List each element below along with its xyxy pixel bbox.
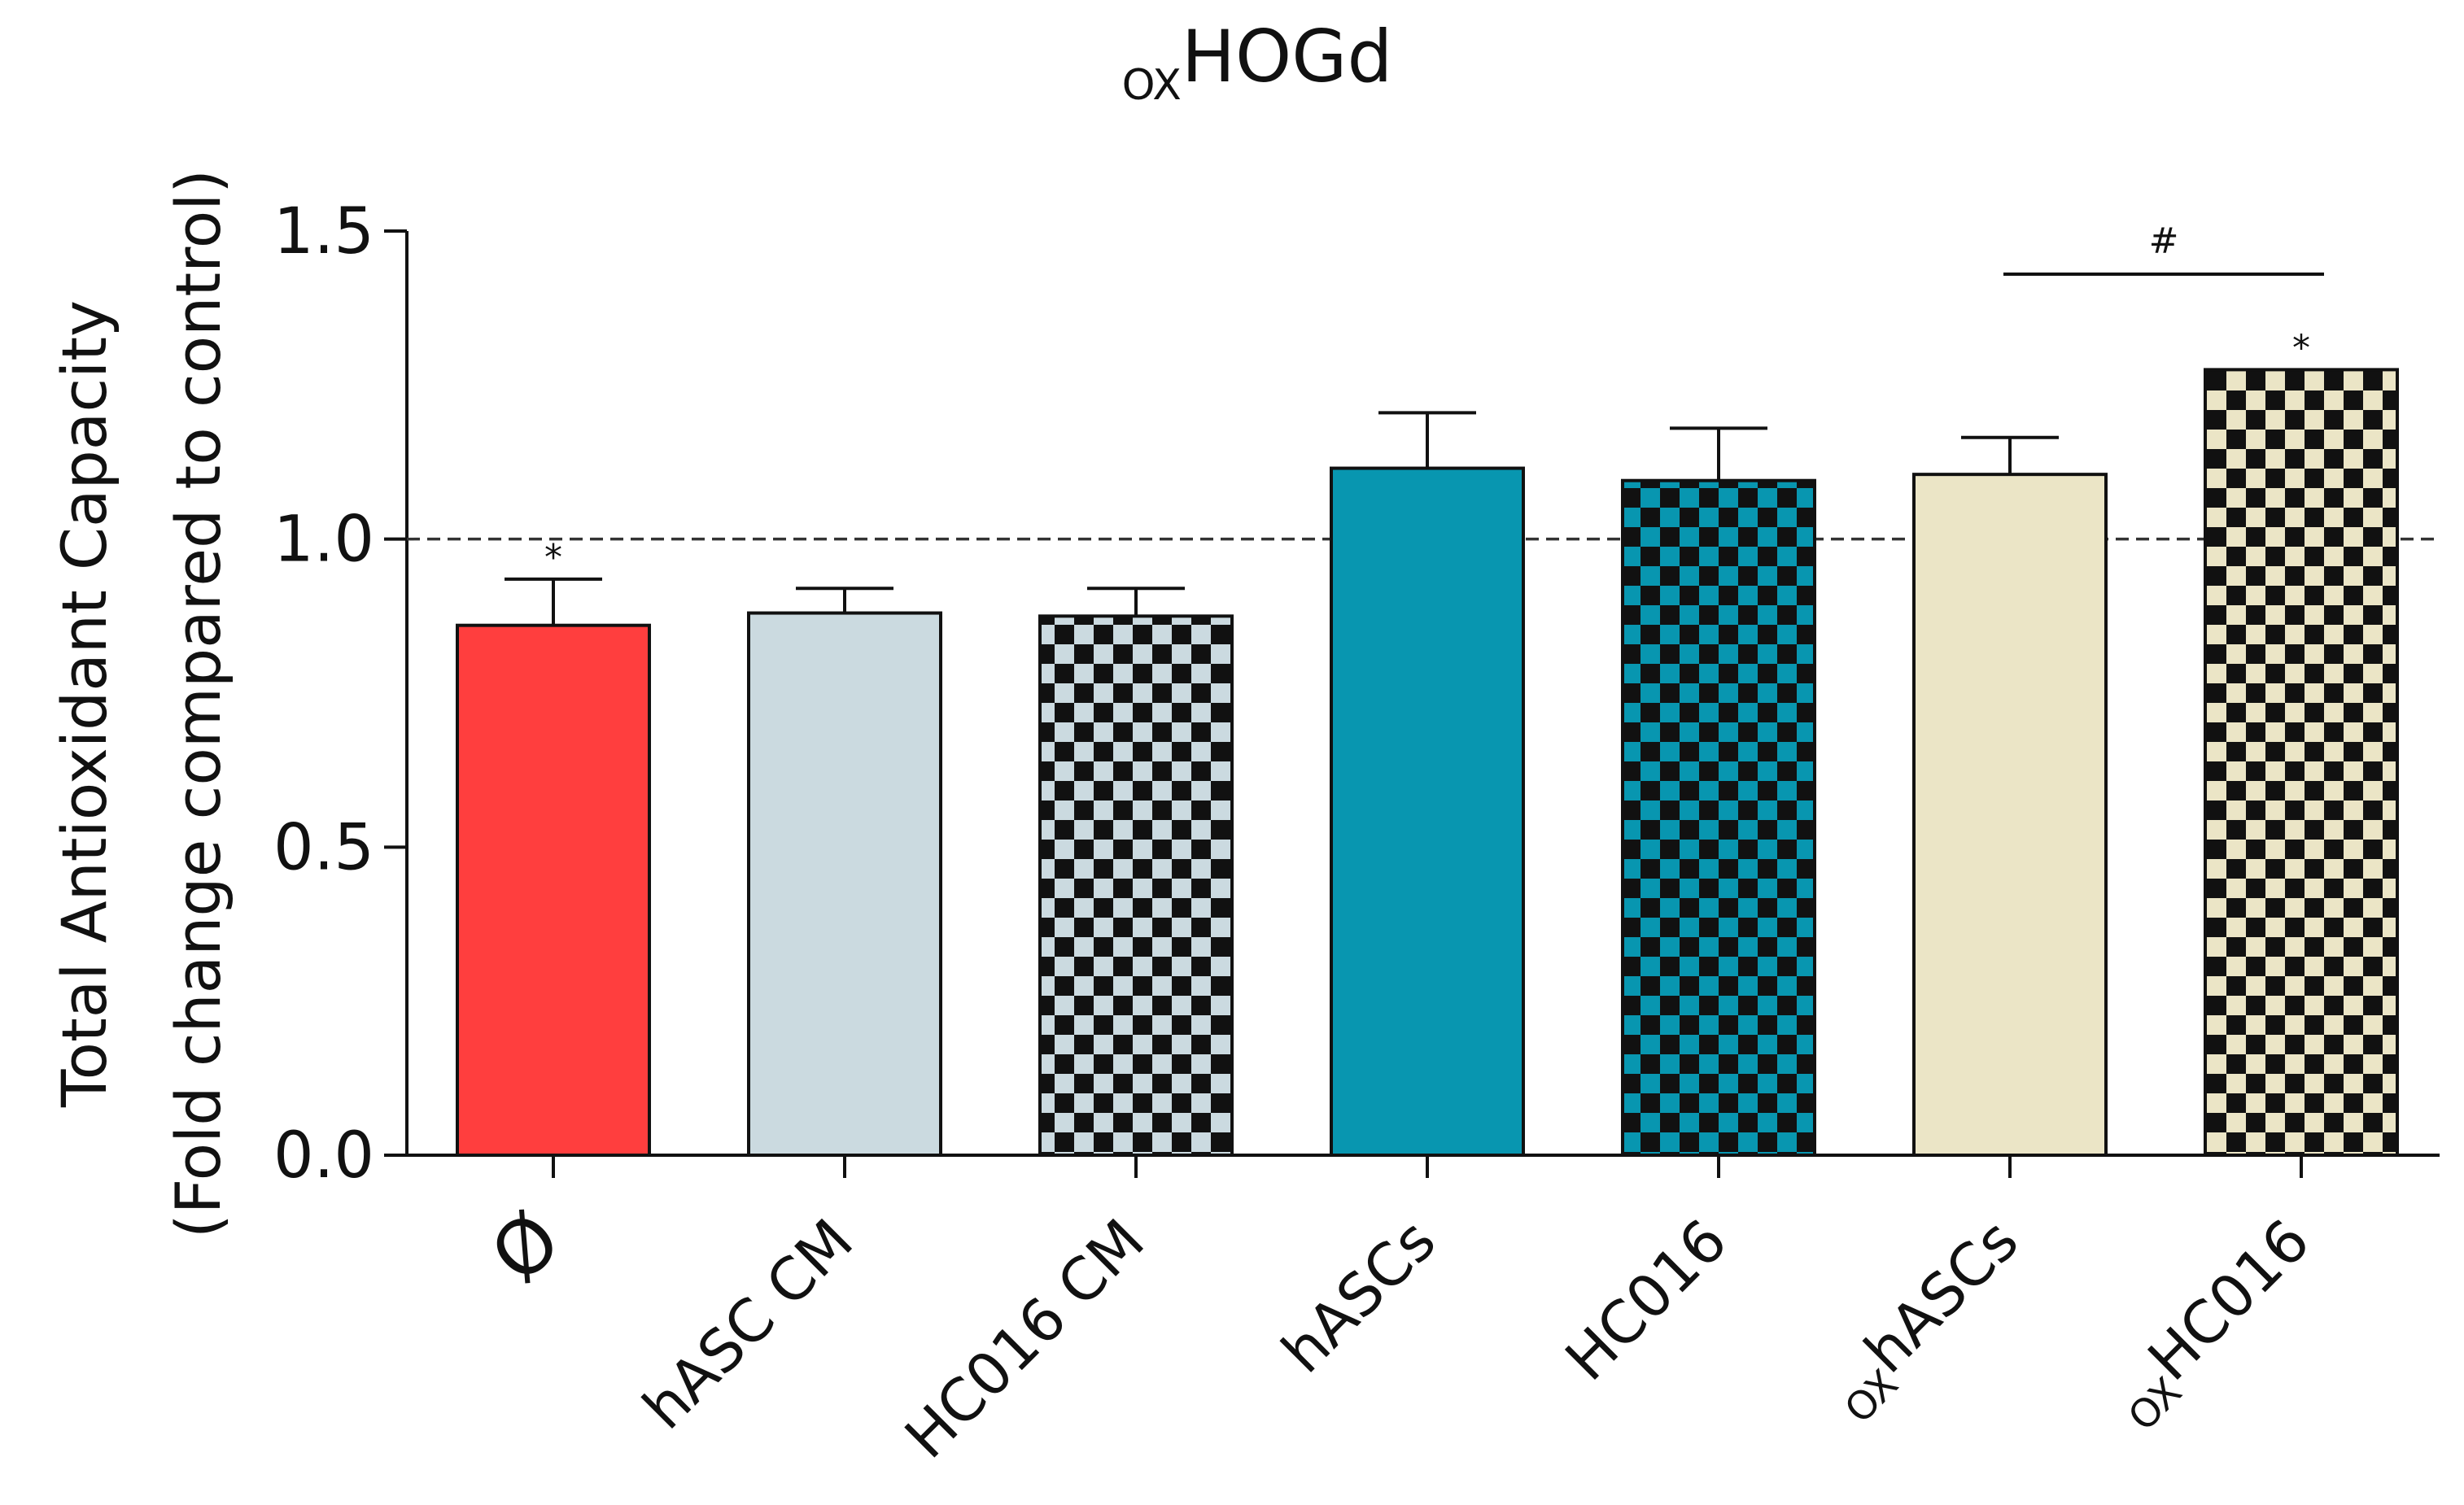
significance-annotations: * * # xyxy=(544,220,2324,578)
y-tick-label: 0.0 xyxy=(273,1119,374,1193)
error-bars xyxy=(505,411,2059,626)
x-tick-label: HC016 CM xyxy=(892,1206,1157,1472)
bar xyxy=(1038,614,1234,1157)
significance-hash: # xyxy=(2149,220,2179,262)
chart-title: OXHOGd xyxy=(1122,15,1393,110)
x-tick-label-main: Ø xyxy=(474,1196,578,1299)
x-tick-label: OXHC016 xyxy=(2096,1206,2330,1440)
x-tick-label-main: hASC CM xyxy=(630,1206,866,1442)
significance-star: * xyxy=(2292,327,2310,369)
significance-star: * xyxy=(544,537,562,578)
bar xyxy=(1330,466,1525,1157)
x-tick-label-main: HC016 CM xyxy=(892,1206,1157,1472)
bar xyxy=(456,623,651,1157)
y-axis-title-line1: Total Antioxidant Capacity xyxy=(48,300,120,1108)
x-tick-label: hASC CM xyxy=(630,1206,866,1442)
y-tick-label: 1.5 xyxy=(273,195,374,268)
bars xyxy=(456,368,2399,1157)
bar xyxy=(1621,478,1816,1157)
chart-title-main: HOGd xyxy=(1182,15,1393,98)
x-tick-label-main: HC016 xyxy=(2135,1206,2322,1394)
x-tick-label-main: hASCs xyxy=(1851,1206,2031,1386)
x-tick-label: Ø xyxy=(474,1196,578,1299)
bar xyxy=(747,611,942,1157)
y-ticks: 0.0 0.5 1.0 1.5 xyxy=(273,195,407,1193)
x-tick-label-main: HC016 xyxy=(1553,1206,1740,1394)
y-tick-label: 1.0 xyxy=(273,504,374,577)
chart-title-prefix: OX xyxy=(1122,61,1182,110)
y-axis-title-line2: (Fold change compared to control) xyxy=(162,169,234,1238)
x-tick-label: HC016 xyxy=(1553,1206,1740,1394)
bar xyxy=(2204,368,2399,1157)
x-tick-label-main: hASCs xyxy=(1269,1206,1448,1386)
y-tick-label: 0.5 xyxy=(273,811,374,884)
x-tick-label: hASCs xyxy=(1269,1206,1448,1386)
bar xyxy=(1912,473,2108,1157)
x-tick-label: OXhASCs xyxy=(1812,1206,2038,1433)
